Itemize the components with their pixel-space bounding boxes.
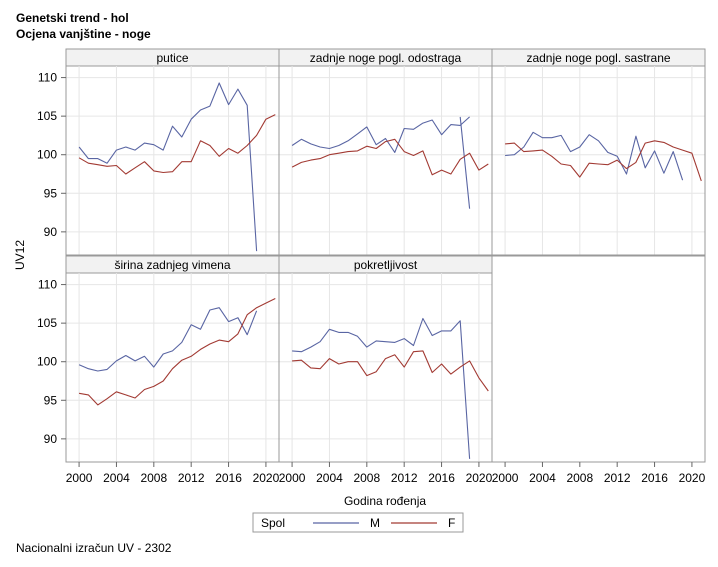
- x-tick-label: 2016: [428, 471, 455, 485]
- chart-title: Genetski trend - hol: [16, 11, 129, 25]
- panel-frame: [65, 255, 280, 463]
- y-tick-label: 110: [38, 278, 57, 292]
- panel-frame: [491, 255, 706, 463]
- y-tick-label: 95: [44, 186, 58, 200]
- x-tick-label: 2004: [316, 471, 343, 485]
- panel-title: pokretljivost: [354, 258, 418, 272]
- legend-label-M: M: [370, 516, 380, 530]
- series-line-F: [505, 140, 702, 182]
- series-line-F: [292, 350, 489, 392]
- y-tick-label: 105: [37, 109, 57, 123]
- x-tick-label: 2016: [641, 471, 668, 485]
- x-tick-label: 2008: [140, 471, 167, 485]
- chart-subtitle: Ocjena vanjštine - noge: [16, 27, 151, 41]
- y-tick-label: 90: [44, 225, 58, 239]
- y-tick-label: 100: [37, 355, 57, 369]
- x-tick-label: 2012: [178, 471, 205, 485]
- x-tick-label: 2012: [604, 471, 631, 485]
- series-line-M: [291, 116, 470, 153]
- y-tick-label: 95: [44, 393, 58, 407]
- series-line-M: [78, 82, 258, 252]
- panel-frame: [278, 48, 493, 256]
- y-axis-label: UV12: [13, 240, 27, 270]
- panel-title: zadnje noge pogl. sastrane: [526, 51, 670, 65]
- series-line-M: [459, 116, 471, 209]
- x-tick-label: 2008: [353, 471, 380, 485]
- legend-label-F: F: [448, 516, 455, 530]
- x-tick-label: 2020: [253, 471, 280, 485]
- panel-title: širina zadnjeg vimena: [114, 258, 230, 272]
- y-tick-label: 110: [38, 71, 57, 85]
- x-tick-label: 2012: [391, 471, 418, 485]
- x-tick-label: 2020: [679, 471, 706, 485]
- series-line-F: [291, 138, 489, 176]
- x-axis-label: Godina rođenja: [344, 494, 426, 508]
- y-tick-label: 100: [37, 148, 57, 162]
- x-tick-label: 2004: [103, 471, 130, 485]
- panel-frame: [65, 48, 280, 256]
- series-line-M: [78, 307, 258, 372]
- x-tick-label: 2020: [466, 471, 493, 485]
- series-line-M: [292, 317, 471, 459]
- legend-title: Spol: [261, 516, 285, 530]
- x-tick-label: 2000: [66, 471, 93, 485]
- panel-frame: [491, 48, 706, 256]
- panel-title: putice: [156, 51, 188, 65]
- x-tick-label: 2000: [279, 471, 306, 485]
- y-tick-label: 105: [37, 316, 57, 330]
- series-line-F: [79, 298, 276, 406]
- footnote: Nacionalni izračun UV - 2302: [16, 541, 172, 555]
- y-tick-label: 90: [44, 432, 58, 446]
- panel-title: zadnje noge pogl. odostraga: [310, 51, 462, 65]
- series-line-F: [78, 114, 276, 175]
- x-tick-label: 2016: [215, 471, 242, 485]
- x-tick-label: 2000: [492, 471, 519, 485]
- x-tick-label: 2008: [566, 471, 593, 485]
- x-tick-label: 2004: [529, 471, 556, 485]
- series-line-M: [505, 131, 684, 181]
